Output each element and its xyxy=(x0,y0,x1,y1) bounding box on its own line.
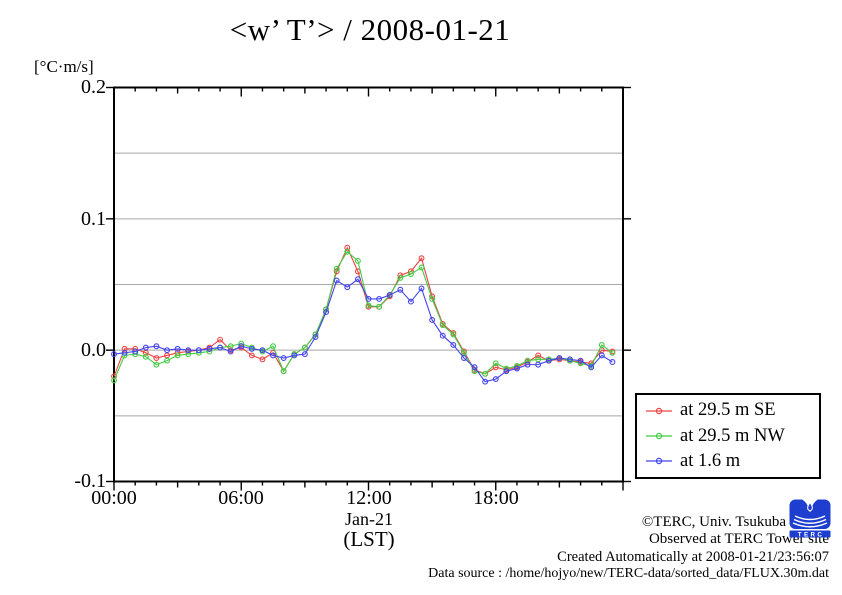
y-tick-label--0.1: -0.1 xyxy=(74,470,106,492)
x-tick-label-0600: 06:00 xyxy=(218,487,264,509)
logo-wave-1 xyxy=(794,515,826,521)
legend-marker-green-icon xyxy=(646,432,672,440)
legend-marker-blue-icon xyxy=(646,458,672,465)
footer-created-timestamp: Created Automatically at 2008-01-21/23:5… xyxy=(557,549,829,565)
footer-data-source: Data source : /home/hojyo/new/TERC-data/… xyxy=(428,566,829,581)
legend-item-1.6m: at 1.6 m xyxy=(646,452,819,471)
legend-label: at 1.6 m xyxy=(680,451,741,472)
x-tick-label-1200: 12:00 xyxy=(346,487,392,509)
y-tick-label-0.0: 0.0 xyxy=(81,339,106,361)
logo-wave-2 xyxy=(793,518,827,524)
logo-text: TERC xyxy=(798,531,824,538)
legend-item-29.5m-se: at 29.5 m SE xyxy=(646,401,819,420)
y-tick-label-0.1: 0.1 xyxy=(81,208,106,230)
footer-observed-site: Observed at TERC Tower site xyxy=(648,531,829,547)
legend-box: at 29.5 m SE at 29.5 m NW at 1.6 m xyxy=(635,393,821,479)
terc-logo: TERC xyxy=(789,499,831,538)
page-title: <w’ T’> / 2008-01-21 xyxy=(229,12,511,47)
x-tick-label-0000: 00:00 xyxy=(91,487,137,509)
y-tick-label-0.2: 0.2 xyxy=(81,76,106,98)
y-axis-unit-label: [°C·m/s] xyxy=(34,57,94,76)
legend-marker-red-icon xyxy=(646,407,672,414)
logo-drop xyxy=(808,503,812,511)
legend-item-29.5m-nw: at 29.5 m NW xyxy=(646,427,819,446)
x-axis-timezone-label: (LST) xyxy=(343,527,395,551)
legend-label: at 29.5 m NW xyxy=(680,425,785,446)
footer-copyright: ©TERC, Univ. Tsukuba xyxy=(641,514,786,530)
logo-wave-3 xyxy=(792,522,828,528)
x-tick-label-1800: 18:00 xyxy=(473,487,519,509)
legend-label: at 29.5 m SE xyxy=(680,400,776,421)
x-axis-date-label: Jan-21 xyxy=(345,509,393,529)
